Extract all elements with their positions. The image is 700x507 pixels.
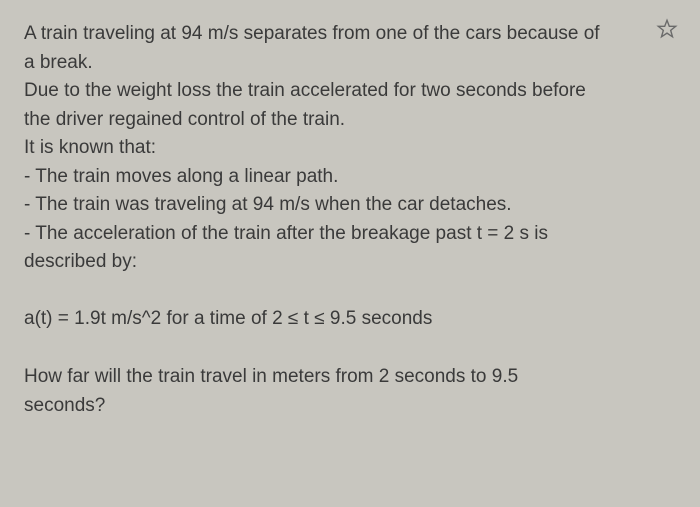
intro-text-line1: A train traveling at 94 m/s separates fr… [24,20,626,49]
context-text-line2: the driver regained control of the train… [24,106,626,135]
bullet-1: - The train moves along a linear path. [24,163,626,192]
question-prompt-line1: How far will the train travel in meters … [24,363,626,392]
equation-text: a(t) = 1.9t m/s^2 for a time of 2 ≤ t ≤ … [24,305,626,334]
bullet-3-line1: - The acceleration of the train after th… [24,220,626,249]
known-header: It is known that: [24,134,626,163]
intro-text-line2: a break. [24,49,626,78]
bullet-2: - The train was traveling at 94 m/s when… [24,191,626,220]
favorite-star-icon[interactable] [656,18,678,40]
bullet-3-line2: described by: [24,248,626,277]
question-prompt-line2: seconds? [24,392,626,421]
question-content: A train traveling at 94 m/s separates fr… [24,20,676,420]
context-text-line1: Due to the weight loss the train acceler… [24,77,626,106]
